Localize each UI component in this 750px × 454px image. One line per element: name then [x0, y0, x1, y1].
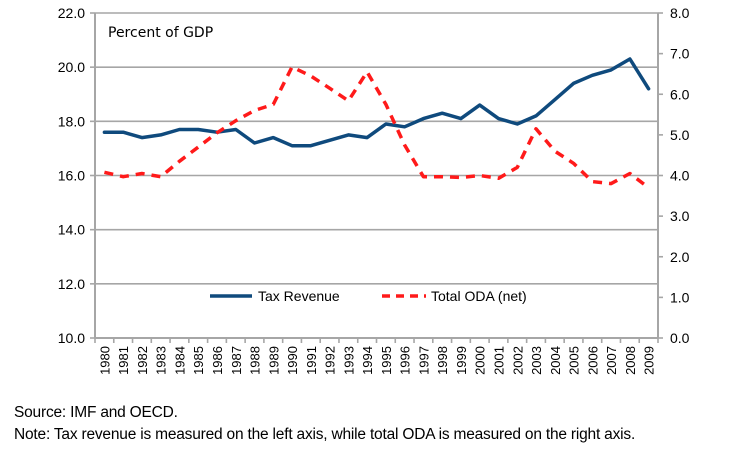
x-tick-label: 1993	[341, 346, 356, 375]
x-tick-label: 2009	[642, 346, 657, 375]
x-tick-label: 1988	[248, 346, 263, 375]
left-tick-label: 18.0	[58, 113, 85, 129]
right-tick-label: 4.0	[670, 168, 690, 184]
chart: 10.0 12.0 14.0 16.0 18.0 20.0 22.0 0.0 1.0 2.0 3.…	[58, 5, 690, 375]
x-tick-label: 2000	[473, 346, 488, 375]
x-tick-label: 2002	[510, 346, 525, 375]
series-lines	[102, 57, 651, 190]
x-tick-label: 1995	[379, 346, 394, 375]
legend-label-total-oda: Total ODA (net)	[431, 288, 527, 304]
x-tick-label: 2007	[604, 346, 619, 375]
x-tick-label: 1986	[210, 346, 225, 375]
left-tick-label: 22.0	[58, 5, 85, 21]
right-tick-label: 6.0	[670, 86, 690, 102]
left-tick-label: 12.0	[58, 276, 85, 292]
right-tick-label: 8.0	[670, 5, 690, 21]
x-tick-label: 1982	[135, 346, 150, 375]
x-axis-ticks: 1980 1981 1982 1983 1984 1985 1986 1987 1988 1989…	[94, 338, 659, 375]
x-tick-label: 1992	[323, 346, 338, 375]
x-tick-label: 1994	[360, 346, 375, 375]
x-tick-label: 1991	[304, 346, 319, 375]
x-tick-label: 1999	[454, 346, 469, 375]
left-axis-ticks: 10.0 12.0 14.0 16.0 18.0 20.0 22.0	[58, 5, 95, 346]
left-tick-label: 14.0	[58, 222, 85, 238]
left-tick-label: 16.0	[58, 168, 85, 184]
series-line-total-oda-net	[104, 65, 650, 190]
x-tick-label: 1990	[285, 346, 300, 375]
x-tick-label: 2003	[529, 346, 544, 375]
left-tick-label: 10.0	[58, 330, 85, 346]
right-axis-ticks: 0.0 1.0 2.0 3.0 4.0 5.0 6.0 7.0 8.0	[658, 5, 690, 346]
x-tick-label: 1987	[229, 346, 244, 375]
x-tick-label: 2006	[585, 346, 600, 375]
x-tick-label: 1985	[191, 346, 206, 375]
right-tick-label: 2.0	[670, 249, 690, 265]
source-note: Source: IMF and OECD.	[14, 404, 178, 421]
right-tick-label: 3.0	[670, 208, 690, 224]
x-tick-label: 1996	[398, 346, 413, 375]
axis-note: Note: Tax revenue is measured on the lef…	[14, 426, 636, 443]
gridlines	[95, 12, 658, 285]
right-tick-label: 1.0	[670, 289, 690, 305]
left-tick-label: 20.0	[58, 59, 85, 75]
legend-label-tax-revenue: Tax Revenue	[258, 288, 340, 304]
legend: Tax Revenue Total ODA (net)	[210, 288, 527, 304]
series-line-tax-revenue	[102, 57, 651, 148]
x-tick-label: 1980	[97, 346, 112, 375]
x-tick-label: 2001	[491, 346, 506, 375]
x-tick-label: 2008	[623, 346, 638, 375]
x-tick-label: 1984	[172, 346, 187, 375]
x-tick-label: 1983	[154, 346, 169, 375]
right-tick-label: 0.0	[670, 330, 690, 346]
chart-annotation: Percent of GDP	[108, 25, 213, 41]
x-tick-label: 1997	[416, 346, 431, 375]
right-tick-label: 5.0	[670, 127, 690, 143]
x-tick-label: 1998	[435, 346, 450, 375]
x-tick-label: 1981	[116, 346, 131, 375]
x-tick-label: 2005	[567, 346, 582, 375]
x-tick-label: 1989	[266, 346, 281, 375]
x-tick-label: 2004	[548, 346, 563, 375]
right-tick-label: 7.0	[670, 46, 690, 62]
